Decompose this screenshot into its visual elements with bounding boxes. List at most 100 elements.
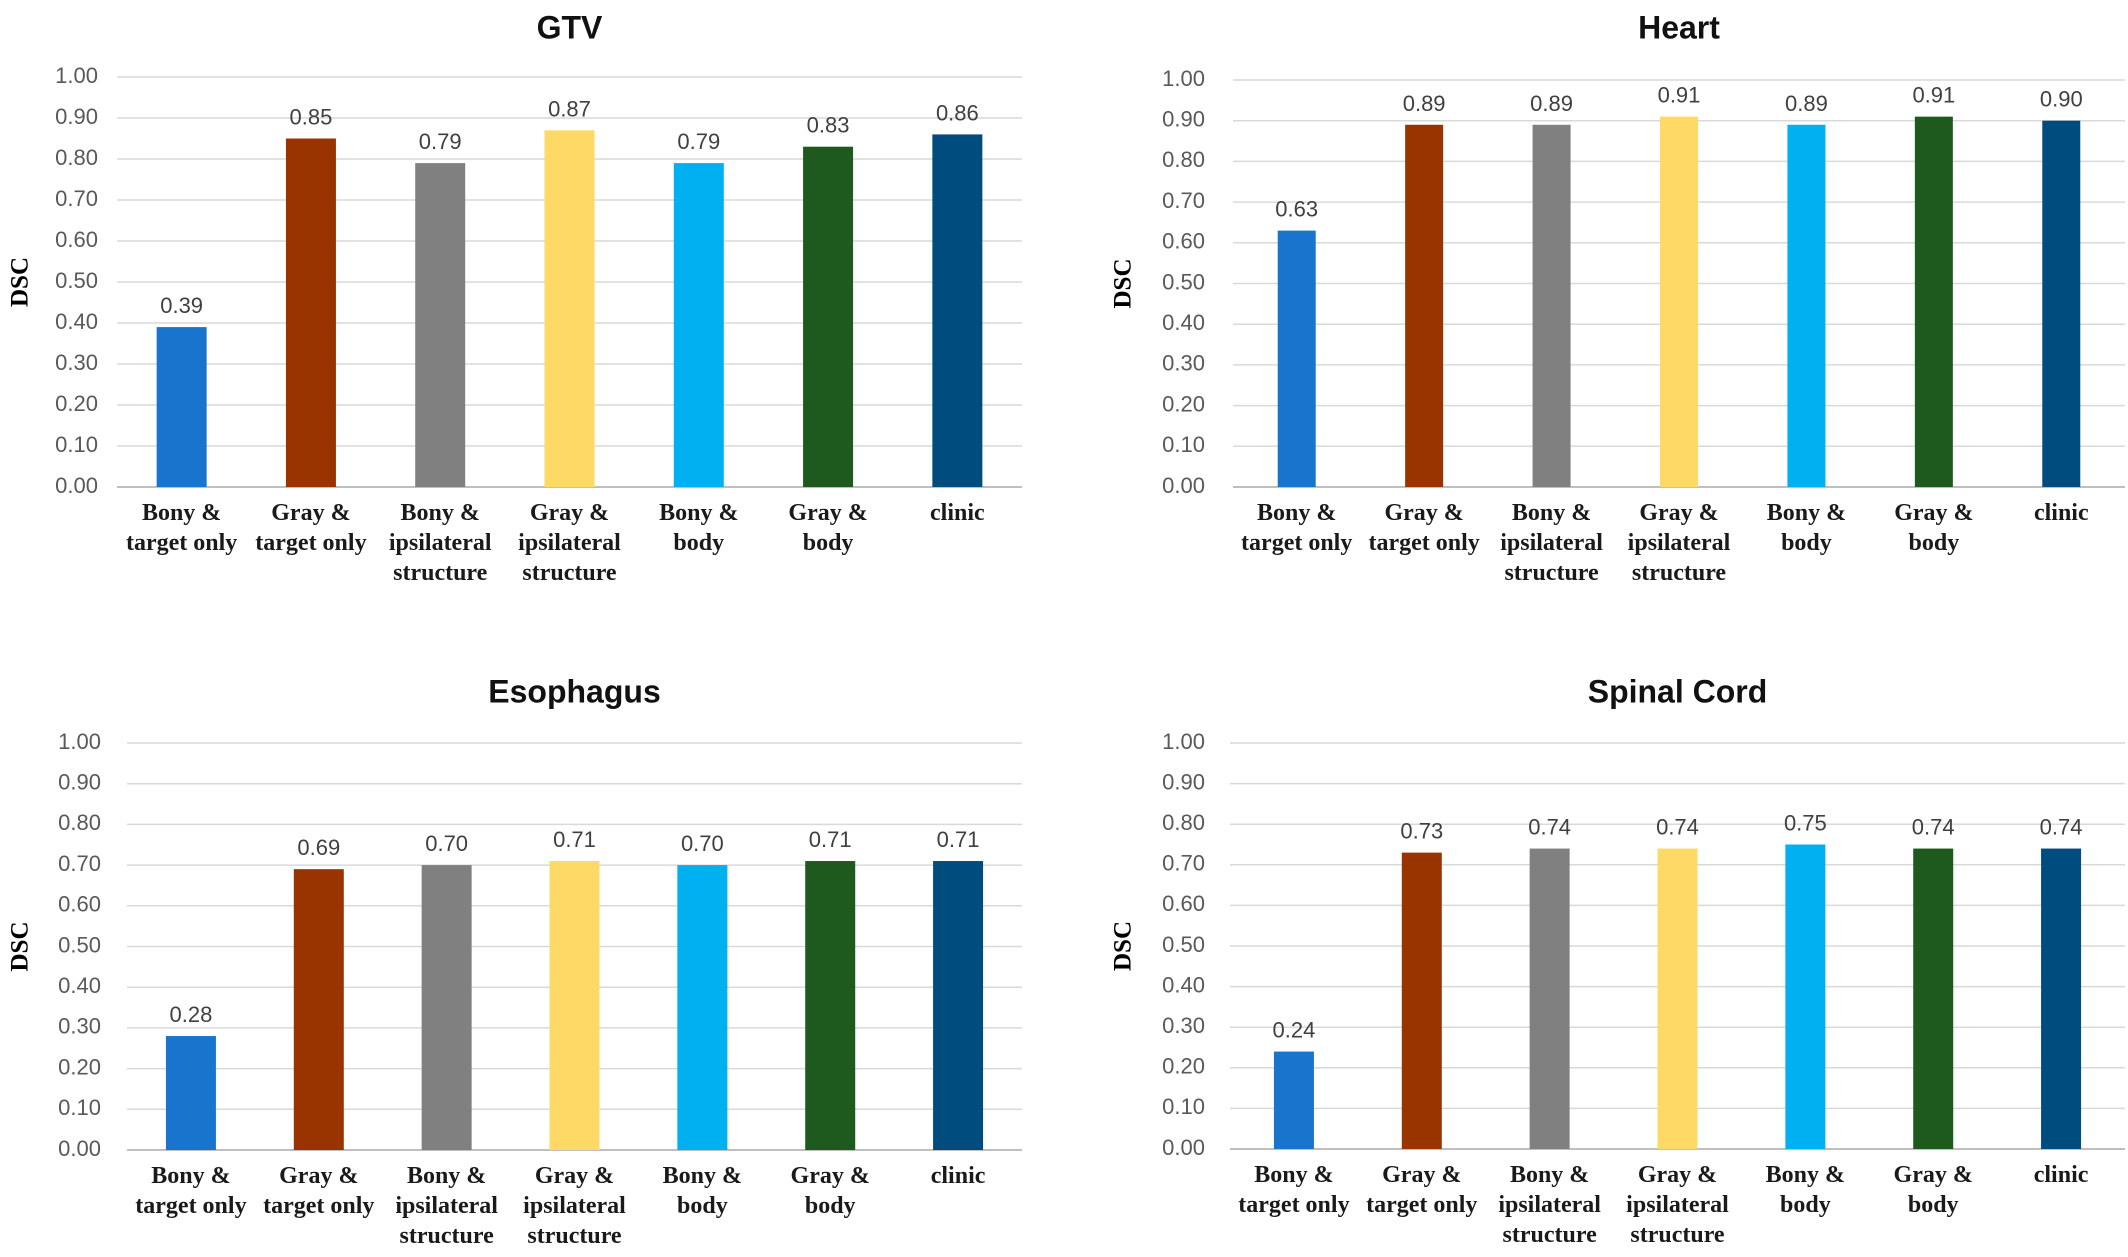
bar xyxy=(1785,844,1826,1149)
bar xyxy=(415,163,466,487)
y-tick-label: 0.10 xyxy=(1162,432,1205,457)
y-tick-label: 0.10 xyxy=(55,432,98,457)
data-label: 0.75 xyxy=(1784,811,1827,836)
data-label: 0.70 xyxy=(425,831,468,856)
chart-title: Heart xyxy=(1638,9,1720,45)
y-tick-label: 1.00 xyxy=(58,729,101,754)
y-tick-label: 0.10 xyxy=(1162,1094,1205,1119)
chart-panel-1: Heart 0.00 0.10 0.20 0.30 0.40 0.50 0.60 0.70 0.8… xyxy=(1110,9,2125,586)
y-tick-label: 0.60 xyxy=(1162,229,1205,254)
x-tick-label: ipsilateral xyxy=(1628,530,1731,556)
x-tick-label: body xyxy=(1908,1192,1959,1218)
x-tick-label: Gray & xyxy=(791,1163,870,1189)
data-label: 0.87 xyxy=(548,96,591,121)
x-tick-label: body xyxy=(673,530,724,556)
y-tick-label: 0.60 xyxy=(55,227,98,252)
data-label: 0.74 xyxy=(1528,815,1571,840)
x-tick-label: Gray & xyxy=(271,500,350,526)
y-tick-label: 0.70 xyxy=(58,851,101,876)
y-tick-label: 0.80 xyxy=(58,810,101,835)
data-label: 0.74 xyxy=(2040,815,2083,840)
y-tick-label: 1.00 xyxy=(1162,729,1205,754)
data-label: 0.91 xyxy=(1912,83,1955,108)
x-tick-label: body xyxy=(805,1193,856,1219)
bar xyxy=(1660,116,1698,487)
x-tick-label: Gray & xyxy=(1638,1162,1717,1188)
y-tick-label: 0.30 xyxy=(1162,1013,1205,1038)
y-tick-label: 0.80 xyxy=(1162,147,1205,172)
x-tick-label: body xyxy=(1781,530,1832,556)
chart-panel-3: Spinal Cord 0.00 0.10 0.20 0.30 0.40 0.50 0.60 0… xyxy=(1110,673,2125,1248)
x-tick-label: Bony & xyxy=(1767,500,1846,526)
y-tick-label: 0.40 xyxy=(55,309,98,334)
y-tick-label: 0.50 xyxy=(1162,932,1205,957)
data-label: 0.74 xyxy=(1656,815,1699,840)
bar xyxy=(933,861,984,1150)
x-tick-label: target only xyxy=(1368,530,1479,556)
y-tick-label: 0.40 xyxy=(1162,310,1205,335)
data-label: 0.63 xyxy=(1275,197,1318,222)
x-tick-label: structure xyxy=(393,560,488,586)
y-tick-label: 0.80 xyxy=(55,145,98,170)
data-label: 0.39 xyxy=(160,293,203,318)
x-tick-label: Bony & xyxy=(659,500,738,526)
y-tick-label: 0.70 xyxy=(55,186,98,211)
data-label: 0.79 xyxy=(677,129,720,154)
x-tick-label: Gray & xyxy=(1894,500,1973,526)
x-tick-label: ipsilateral xyxy=(395,1193,498,1219)
bar xyxy=(2042,120,2081,487)
chart-title: Esophagus xyxy=(488,673,660,709)
bar xyxy=(803,146,854,487)
data-label: 0.89 xyxy=(1403,91,1446,116)
bar xyxy=(1401,852,1442,1149)
x-tick-label: Bony & xyxy=(1766,1162,1845,1188)
x-tick-label: Gray & xyxy=(530,500,609,526)
data-label: 0.69 xyxy=(297,835,340,860)
y-tick-label: 0.30 xyxy=(1162,351,1205,376)
bar xyxy=(165,1036,216,1150)
y-tick-label: 0.40 xyxy=(58,973,101,998)
data-label: 0.91 xyxy=(1658,83,1701,108)
y-tick-label: 1.00 xyxy=(1162,66,1205,91)
y-tick-label: 0.50 xyxy=(58,932,101,957)
data-label: 0.86 xyxy=(936,100,979,125)
x-tick-label: Bony & xyxy=(401,500,480,526)
bar xyxy=(673,163,724,487)
y-tick-label: 0.20 xyxy=(1162,391,1205,416)
y-tick-label: 0.70 xyxy=(1162,188,1205,213)
x-tick-label: Bony & xyxy=(1254,1162,1333,1188)
x-tick-label: Gray & xyxy=(279,1163,358,1189)
y-tick-label: 0.50 xyxy=(55,268,98,293)
y-tick-label: 0.00 xyxy=(1162,473,1205,498)
y-tick-label: 0.50 xyxy=(1162,269,1205,294)
y-tick-label: 0.60 xyxy=(1162,891,1205,916)
x-tick-label: Gray & xyxy=(1639,500,1718,526)
chart-panel-0: GTV 0.00 0.10 0.20 0.30 0.40 0.50 0.60 0.70 0.80 0… xyxy=(7,9,1022,586)
data-label: 0.85 xyxy=(290,105,333,130)
x-tick-label: Bony & xyxy=(142,500,221,526)
bar xyxy=(293,869,344,1150)
x-tick-label: ipsilateral xyxy=(389,530,492,556)
x-tick-label: Bony & xyxy=(1257,500,1336,526)
data-label: 0.70 xyxy=(681,831,724,856)
data-label: 0.73 xyxy=(1400,819,1443,844)
y-tick-label: 0.30 xyxy=(55,350,98,375)
x-tick-label: clinic xyxy=(2034,500,2089,526)
chart-title: Spinal Cord xyxy=(1588,673,1768,709)
x-tick-label: Bony & xyxy=(1510,1162,1589,1188)
x-tick-label: body xyxy=(677,1193,728,1219)
x-tick-label: target only xyxy=(126,530,237,556)
x-tick-label: ipsilateral xyxy=(518,530,621,556)
bar xyxy=(1532,124,1571,488)
data-label: 0.89 xyxy=(1530,91,1573,116)
x-tick-label: ipsilateral xyxy=(1498,1192,1601,1218)
x-tick-label: Gray & xyxy=(1382,1162,1461,1188)
y-tick-label: 0.00 xyxy=(55,473,98,498)
y-tick-label: 0.90 xyxy=(1162,107,1205,132)
x-tick-label: Gray & xyxy=(1894,1162,1973,1188)
bar xyxy=(1273,1051,1314,1149)
bar xyxy=(285,138,336,487)
x-tick-label: structure xyxy=(527,1223,622,1249)
data-label: 0.24 xyxy=(1273,1018,1316,1043)
bar xyxy=(1913,848,1954,1149)
